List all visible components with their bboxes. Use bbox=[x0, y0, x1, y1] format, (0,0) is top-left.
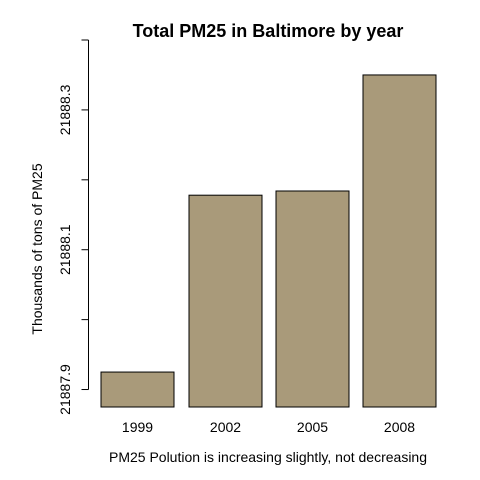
x-tick-label-1999: 1999 bbox=[122, 419, 153, 435]
y-axis: 21887.9 21888.1 21888.3 bbox=[57, 39, 89, 415]
bar-2005 bbox=[275, 190, 350, 408]
x-axis-label: PM25 Polution is increasing slightly, no… bbox=[109, 449, 427, 465]
x-tick-label-2005: 2005 bbox=[297, 419, 328, 435]
bar-2002 bbox=[188, 194, 263, 408]
y-axis-label: Thousands of tons of PM25 bbox=[29, 163, 45, 334]
bars-group bbox=[100, 74, 437, 408]
x-tick-label-2002: 2002 bbox=[210, 419, 241, 435]
y-tick-label: 21887.9 bbox=[57, 364, 73, 415]
chart-title: Total PM25 in Baltimore by year bbox=[133, 21, 404, 41]
y-tick-label: 21888.1 bbox=[57, 224, 73, 275]
x-tick-label-2008: 2008 bbox=[384, 419, 415, 435]
y-tick-label: 21888.3 bbox=[57, 84, 73, 135]
x-tick-labels: 1999 2002 2005 2008 bbox=[122, 419, 415, 435]
bar-2008 bbox=[362, 74, 437, 408]
bar-1999 bbox=[100, 371, 175, 408]
